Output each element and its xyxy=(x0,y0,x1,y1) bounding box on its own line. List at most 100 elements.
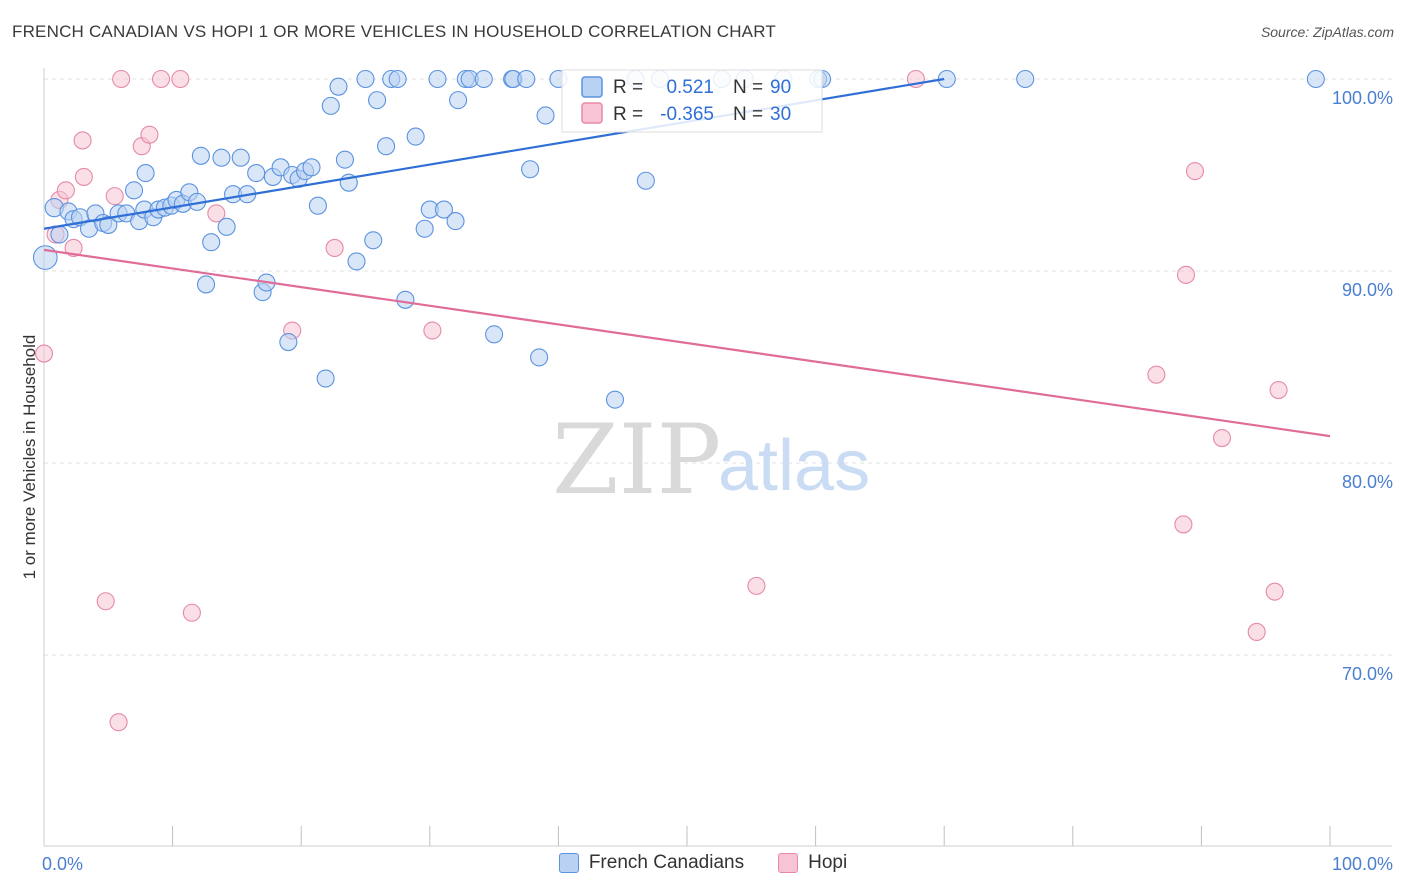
legend-label-hopi: Hopi xyxy=(808,852,848,873)
french-canadian-point xyxy=(521,160,540,179)
y-axis-label: 1 or more Vehicles in Household xyxy=(20,335,39,580)
french-canadian-point xyxy=(449,91,468,110)
chart-title: FRENCH CANADIAN VS HOPI 1 OR MORE VEHICL… xyxy=(12,22,776,41)
legend-label-french-canadians: French Canadians xyxy=(588,852,745,873)
legend-n-label-blue: N = xyxy=(733,77,763,98)
french-canadian-point xyxy=(202,233,221,252)
french-canadian-point xyxy=(530,348,549,367)
hopi-point xyxy=(140,125,159,144)
french-canadian-point xyxy=(99,215,118,234)
french-canadian-point xyxy=(364,231,383,250)
hopi-point xyxy=(325,238,344,258)
french-canadian-point xyxy=(605,390,625,409)
french-canadian-point xyxy=(124,181,144,200)
french-canadian-point xyxy=(406,127,425,146)
stats-legend: R = 0.521 N = 90 R = -0.365 N = 30 xyxy=(561,69,823,133)
tick-labels: 70.0% 80.0% 90.0% 100.0% 0.0% 100.0% xyxy=(42,88,1393,874)
french-canadian-point xyxy=(377,137,396,156)
hopi-point xyxy=(1176,265,1196,284)
x-tick-label: 0.0% xyxy=(42,854,83,874)
french-canadian-point xyxy=(428,69,447,89)
watermark-zip: ZIP xyxy=(552,404,721,516)
axes xyxy=(43,68,1392,847)
legend-r-label-pink: R = xyxy=(613,104,643,125)
legend-swatch-pink xyxy=(581,102,603,124)
hopi-point xyxy=(207,204,226,223)
hopi-point xyxy=(109,713,128,732)
french-canadian-point xyxy=(335,150,354,169)
hopi-point xyxy=(1174,515,1193,534)
french-canadian-point xyxy=(321,96,340,115)
hopi-point xyxy=(1147,365,1166,384)
hopi-point xyxy=(151,69,171,89)
hopi-point xyxy=(1185,162,1205,181)
hopi-point xyxy=(74,167,93,186)
french-canadian-point xyxy=(415,219,434,238)
watermark-atlas: atlas xyxy=(718,426,870,506)
hopi-point xyxy=(1265,582,1284,601)
legend-item-hopi[interactable]: Hopi xyxy=(778,852,847,874)
french-canadian-point xyxy=(247,164,266,183)
french-canadian-point xyxy=(50,225,69,244)
gridlines xyxy=(44,78,1392,656)
hopi-point xyxy=(112,69,131,89)
source-label: Source: ZipAtlas.com xyxy=(1260,24,1394,40)
legend-n-label-pink: N = xyxy=(733,104,763,125)
french-canadian-point xyxy=(446,212,465,231)
trend-lines xyxy=(43,77,1331,438)
hopi-point xyxy=(56,181,75,200)
french-canadian-point xyxy=(231,148,250,167)
hopi-point xyxy=(171,69,190,89)
hopi-point xyxy=(34,344,54,363)
french-canadian-point xyxy=(316,369,335,388)
y-tick-label: 90.0% xyxy=(1342,280,1393,300)
french-canadian-point xyxy=(212,148,231,167)
french-canadian-point xyxy=(1016,69,1035,89)
y-tick-label: 80.0% xyxy=(1342,472,1393,492)
bottom-legend: French Canadians Hopi xyxy=(0,852,1406,874)
hopi-trend-line xyxy=(43,248,1331,438)
hopi-point xyxy=(1247,622,1266,642)
french-canadian-point xyxy=(474,69,493,89)
stats-legend-box xyxy=(561,69,823,133)
legend-n-value-pink: 30 xyxy=(770,104,791,125)
french-canadian-point xyxy=(434,200,453,219)
french-canadian-point xyxy=(396,290,415,309)
legend-n-value-blue: 90 xyxy=(770,77,791,98)
legend-swatch-french-canadians xyxy=(558,853,579,873)
french-canadian-point xyxy=(308,196,327,215)
french-canadian-point xyxy=(191,146,210,165)
french-canadian-point xyxy=(368,91,387,110)
hopi-point xyxy=(64,238,83,258)
legend-swatch-hopi xyxy=(778,853,799,873)
legend-r-value-pink: -0.365 xyxy=(660,104,714,125)
legend-r-value-blue: 0.521 xyxy=(666,77,714,98)
french-canadian-point xyxy=(1306,69,1325,89)
hopi-point xyxy=(96,592,115,611)
y-tick-label: 100.0% xyxy=(1332,88,1393,108)
y-tick-label: 70.0% xyxy=(1342,664,1393,684)
french-canadian-point xyxy=(347,252,366,271)
french-canadian-point xyxy=(517,69,536,89)
legend-r-label-blue: R = xyxy=(613,77,643,98)
hopi-point xyxy=(423,321,442,340)
watermark: ZIP atlas xyxy=(552,404,870,516)
french-canadian-point xyxy=(217,217,236,236)
legend-item-french-canadians[interactable]: French Canadians xyxy=(558,852,745,874)
french-canadian-point xyxy=(136,164,155,183)
x-tick-label: 100.0% xyxy=(1332,854,1393,874)
french-canadian-point xyxy=(536,106,555,125)
hopi-point xyxy=(73,131,92,150)
french-canadian-point xyxy=(302,158,321,177)
french-canadian-point xyxy=(279,332,298,352)
legend-swatch-blue xyxy=(581,76,603,98)
french-canadian-point xyxy=(636,171,655,190)
hopi-point xyxy=(747,576,766,595)
french-canadian-point xyxy=(329,77,348,96)
hopi-point xyxy=(182,603,201,622)
french-canadian-point xyxy=(485,325,504,344)
hopi-points xyxy=(34,69,1288,732)
french-canadian-point xyxy=(356,69,375,89)
hopi-point xyxy=(1212,428,1232,448)
